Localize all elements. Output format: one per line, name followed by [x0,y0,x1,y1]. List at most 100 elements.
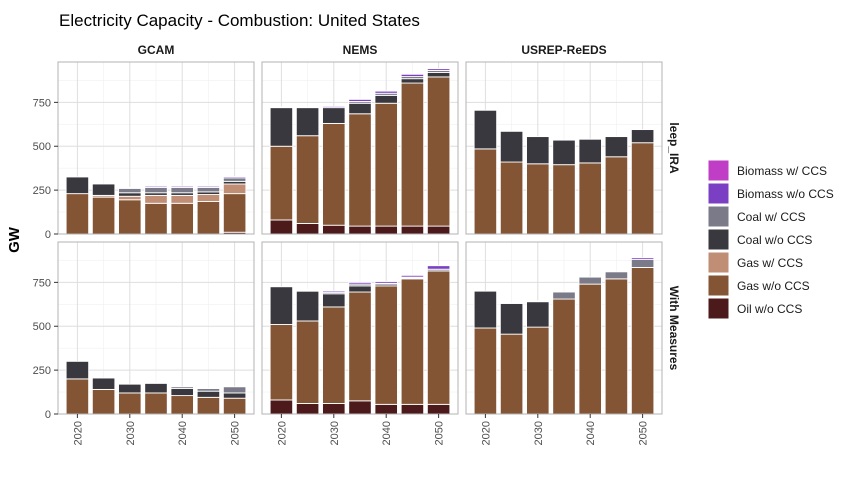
bar-segment-biomass-w-o-ccs [295,106,320,109]
panel-with-measures-gcam [57,241,255,415]
bar-segment-gas-w-o-ccs [170,395,194,415]
bar-segment-gas-w-o-ccs [196,201,221,235]
bar-stack-2050 [426,265,451,415]
bar-segment-coal-w-o-ccs [91,377,116,390]
bar-segment-coal-w-ccs [196,187,221,193]
bar-segment-coal-w-o-ccs [426,72,451,78]
legend-label: Biomass w/o CCS [737,187,834,201]
bar-stack-2045 [400,274,425,415]
bar-segment-coal-w-o-ccs [604,136,629,158]
y-tick-label: 750 [33,97,51,109]
panel-leep-ira-gcam [57,61,255,235]
bar-segment-gas-w-o-ccs [322,122,346,226]
bar-stack-2045 [400,73,425,235]
facet-column-label-gcam: GCAM [138,43,175,57]
bar-segment-biomass-w-o-ccs [630,257,655,261]
bar-stack-2025 [499,302,524,415]
bar-segment-gas-w-ccs [196,194,221,202]
bar-segment-gas-w-ccs [118,195,142,201]
bar-segment-coal-w-o-ccs [348,102,372,115]
legend-swatch [707,228,730,251]
bar-segment-biomass-w-o-ccs [348,281,372,285]
x-tick-label: 2050 [434,421,446,445]
x-tick-label: 2050 [230,421,242,445]
legend-swatch [707,182,730,205]
bar-stack-2040 [578,276,602,415]
panel-border [57,241,255,415]
bar-segment-gas-w-o-ccs [400,278,425,405]
bar-segment-gas-w-o-ccs [269,145,294,221]
legend-item-biomass-w-ccs: Biomass w/ CCS [707,159,827,182]
bar-segment-coal-w-o-ccs [499,130,524,163]
panel-with-measures-nems [261,241,459,415]
bar-segment-oil-w-o-ccs [348,225,372,235]
legend-label: Coal w/ CCS [737,210,806,224]
bar-stack-2020 [473,290,498,415]
bar-segment-gas-w-o-ccs [222,397,247,415]
bar-segment-oil-w-o-ccs [400,225,425,235]
bar-segment-coal-w-ccs [526,300,550,303]
bar-segment-coal-w-ccs [118,187,142,194]
panel-border [261,241,459,415]
bar-segment-coal-w-o-ccs [630,129,655,144]
y-tick-label: 0 [45,229,51,241]
bar-segment-gas-w-o-ccs [552,164,576,235]
bar-segment-gas-w-ccs [144,194,168,204]
bar-stack-2030 [322,290,346,415]
bar-stack-2040 [578,138,602,235]
legend-swatch [707,297,730,320]
bar-segment-biomass-w-o-ccs [144,185,168,188]
bar-segment-biomass-w-o-ccs [322,105,346,109]
bar-segment-gas-w-o-ccs [196,396,221,415]
bar-segment-coal-w-o-ccs [144,382,168,394]
y-tick-label: 250 [33,185,51,197]
bar-segment-gas-w-o-ccs [578,283,602,415]
facet-column-label-nems: NEMS [343,43,378,57]
bar-segment-gas-w-o-ccs [526,326,550,415]
bar-stack-2035 [144,382,168,415]
bar-segment-gas-w-o-ccs [630,142,655,235]
bar-segment-gas-w-ccs [222,183,247,195]
x-tick-label: 2020 [276,421,288,445]
chart-title: Electricity Capacity - Combustion: Unite… [59,11,420,30]
bar-segment-biomass-w-o-ccs [400,73,425,78]
legend-swatch [707,274,730,297]
bar-segment-biomass-w-o-ccs [322,290,346,293]
bar-segment-biomass-w-o-ccs [196,185,221,188]
y-tick-label: 500 [33,321,51,333]
bar-segment-biomass-w-o-ccs [426,68,451,71]
bar-segment-gas-w-o-ccs [604,278,629,415]
bar-segment-coal-w-ccs [630,259,655,268]
bar-segment-biomass-w-o-ccs [222,176,247,179]
bar-segment-coal-w-o-ccs [400,78,425,84]
bar-segment-gas-w-o-ccs [295,320,320,404]
bar-stack-2020 [65,176,90,235]
panel-border [57,61,255,235]
bar-segment-coal-w-o-ccs [118,192,142,197]
panel-with-measures-usrep-reeds [465,241,663,415]
bar-segment-oil-w-o-ccs [400,403,425,415]
y-tick-label: 750 [33,277,51,289]
bar-segment-coal-w-ccs [170,187,194,194]
bar-stack-2040 [170,386,194,415]
bar-segment-biomass-w-o-ccs [499,302,524,304]
bar-segment-gas-w-o-ccs [473,327,498,415]
bar-segment-gas-w-o-ccs [499,333,524,415]
bar-stack-2035 [144,185,168,235]
bar-segment-coal-w-o-ccs [65,360,90,380]
bar-segment-oil-w-o-ccs [426,403,451,415]
facet-row-label-leep-ira: leep_IRA [667,122,681,174]
y-axis-title: GW [6,226,23,253]
bar-segment-oil-w-o-ccs [348,400,372,415]
bar-segment-biomass-w-o-ccs [295,288,320,291]
bar-segment-coal-w-o-ccs [118,383,142,394]
bar-segment-coal-w-ccs [196,388,221,392]
legend-swatch [707,251,730,274]
x-tick-label: 2030 [329,421,341,445]
bar-segment-oil-w-o-ccs [322,403,346,415]
bar-segment-gas-w-o-ccs [578,162,602,235]
bar-segment-coal-w-o-ccs [526,136,550,165]
bar-segment-gas-w-o-ccs [604,156,629,235]
bar-stack-2025 [295,288,320,415]
